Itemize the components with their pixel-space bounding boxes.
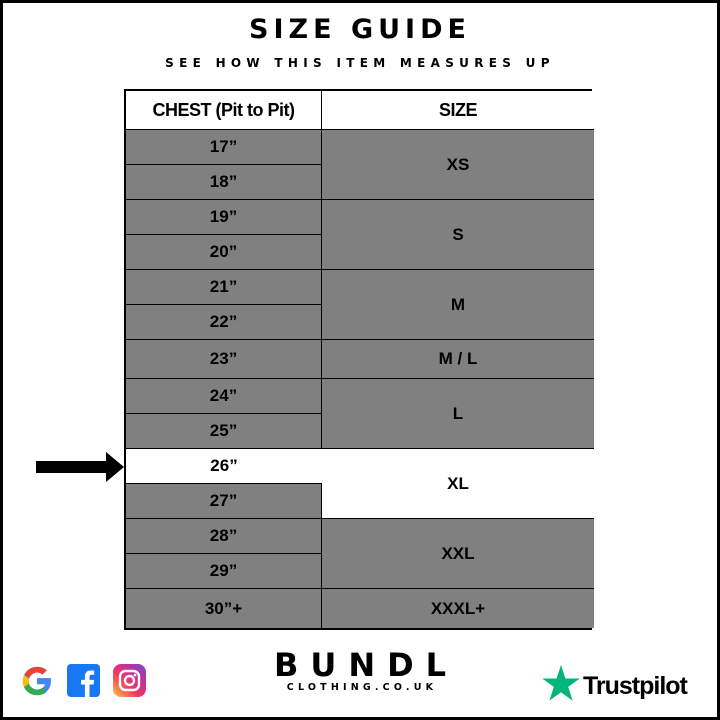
size-cell: XS (322, 130, 594, 200)
size-cell: L (322, 379, 594, 449)
size-cell-highlighted: XL (322, 449, 594, 519)
chest-cell: 28” (126, 519, 322, 554)
chest-cell: 24” (126, 379, 322, 414)
chest-cell: 20” (126, 235, 322, 270)
size-cell: M / L (322, 340, 594, 379)
instagram-icon[interactable] (113, 664, 146, 697)
arrow-right-icon (36, 452, 124, 482)
chest-cell: 27” (126, 484, 322, 519)
chest-cell: 18” (126, 165, 322, 200)
brand-logo: BUNDL (273, 646, 459, 684)
brand-site: CLOTHING.CO.UK (286, 682, 438, 693)
chest-cell: 17” (126, 130, 322, 165)
size-cell: S (322, 200, 594, 270)
chest-cell: 22” (126, 305, 322, 340)
trustpilot-label: Trustpilot (583, 671, 688, 700)
trustpilot-logo[interactable]: Trustpilot (542, 665, 688, 701)
chest-cell-highlighted: 26” (126, 449, 322, 484)
chest-cell: 30”+ (126, 589, 322, 628)
facebook-icon[interactable] (67, 664, 100, 697)
column-header-chest: CHEST (Pit to Pit) (126, 91, 322, 130)
size-cell: M (322, 270, 594, 340)
chest-cell: 21” (126, 270, 322, 305)
star-icon (542, 665, 580, 701)
column-header-size: SIZE (322, 91, 594, 130)
page-title: SIZE GUIDE (249, 14, 471, 45)
size-cell: XXXL+ (322, 589, 594, 628)
chest-cell: 29” (126, 554, 322, 589)
size-cell: XXL (322, 519, 594, 589)
google-icon[interactable] (20, 664, 54, 698)
chest-cell: 19” (126, 200, 322, 235)
page-subtitle: SEE HOW THIS ITEM MEASURES UP (165, 56, 555, 70)
chest-cell: 25” (126, 414, 322, 449)
chest-cell: 23” (126, 340, 322, 379)
size-table: CHEST (Pit to Pit) SIZE 17” 18” 19” 20” … (124, 89, 594, 630)
